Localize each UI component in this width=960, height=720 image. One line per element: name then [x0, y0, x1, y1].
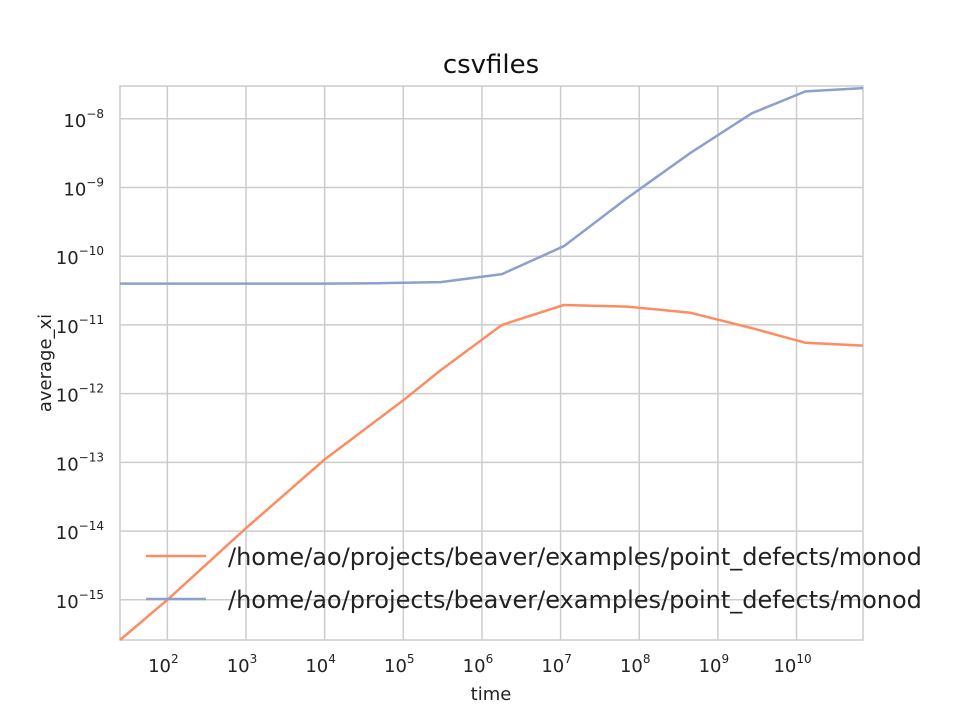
x-tick-label: 108 [620, 652, 651, 677]
series-line-1 [119, 303, 864, 641]
y-axis-label: average_xi [35, 314, 56, 412]
legend: /home/ao/projects/beaver/examples/point_… [146, 543, 922, 614]
legend-label-1: /home/ao/projects/beaver/examples/point_… [228, 543, 922, 571]
y-tick-label: 10−8 [63, 107, 104, 132]
legend-label-2: /home/ao/projects/beaver/examples/point_… [228, 586, 922, 614]
x-tick-label: 106 [463, 652, 494, 677]
x-tick-label: 104 [305, 652, 336, 677]
grid-lines [120, 86, 863, 640]
x-tick-label: 103 [227, 652, 258, 677]
y-tick-label: 10−11 [56, 313, 104, 338]
x-tick-label: 107 [541, 652, 572, 677]
x-tick-label: 102 [148, 652, 179, 677]
series-line-2 [120, 86, 864, 285]
y-tick-label: 10−10 [56, 244, 104, 269]
x-tick-labels: 102 103 104 105 106 107 108 109 1010 [148, 652, 812, 677]
x-axis-label: time [471, 684, 512, 705]
y-tick-labels: 10−15 10−14 10−13 10−12 10−11 10−10 10−9 10−8 [56, 107, 104, 613]
y-tick-label: 10−9 [63, 176, 104, 201]
y-tick-label: 10−14 [56, 519, 104, 544]
x-tick-label: 1010 [773, 652, 811, 677]
y-tick-label: 10−12 [56, 382, 104, 407]
x-tick-label: 105 [384, 652, 415, 677]
x-tick-label: 109 [699, 652, 730, 677]
series-lines [119, 86, 864, 641]
chart-title: csvfiles [443, 50, 539, 80]
y-tick-label: 10−15 [56, 588, 104, 613]
y-tick-label: 10−13 [56, 450, 104, 475]
plot-area [119, 85, 864, 641]
